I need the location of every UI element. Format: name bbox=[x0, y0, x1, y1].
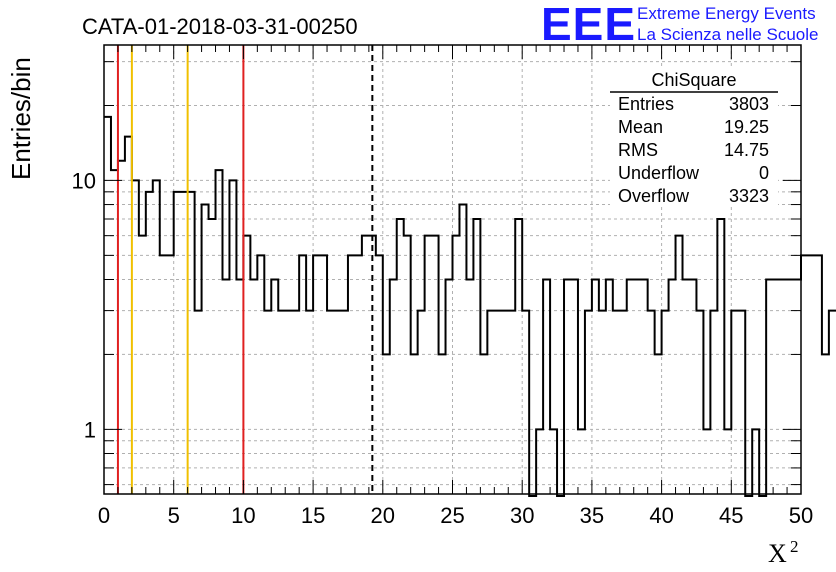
stats-row-value: 3803 bbox=[729, 94, 769, 114]
x-tick-label: 5 bbox=[168, 503, 180, 528]
y-tick-label: 1 bbox=[84, 417, 96, 442]
x-tick-label: 30 bbox=[510, 503, 534, 528]
x-axis-label: X 2 bbox=[768, 537, 799, 568]
logo-line-1: Extreme Energy Events bbox=[637, 4, 816, 23]
stats-row-label: RMS bbox=[618, 140, 658, 160]
y-tick-label: 10 bbox=[72, 168, 96, 193]
x-tick-label: 25 bbox=[440, 503, 464, 528]
eee-logo-mark: EEE bbox=[541, 0, 636, 50]
stats-box: ChiSquare Entries 3803 Mean 19.25 RMS 14.75 Un… bbox=[610, 66, 778, 206]
chart-title: CATA-01-2018-03-31-00250 bbox=[82, 14, 358, 39]
stats-box-title: ChiSquare bbox=[651, 70, 736, 90]
x-tick-label: 0 bbox=[98, 503, 110, 528]
stats-row-value: 0 bbox=[759, 163, 769, 183]
x-tick-label: 40 bbox=[649, 503, 673, 528]
x-tick-label: 50 bbox=[789, 503, 813, 528]
x-tick-label: 45 bbox=[719, 503, 743, 528]
stats-row-label: Mean bbox=[618, 117, 663, 137]
x-axis-label-main: X bbox=[768, 539, 787, 568]
stats-row-label: Overflow bbox=[618, 186, 690, 206]
stats-row-label: Underflow bbox=[618, 163, 700, 183]
x-tick-label: 20 bbox=[371, 503, 395, 528]
histogram-line bbox=[104, 115, 836, 497]
stats-box-rows: Entries 3803 Mean 19.25 RMS 14.75 Underflow 0 Ov… bbox=[618, 94, 769, 206]
stats-row-label: Entries bbox=[618, 94, 674, 114]
y-axis-label: Entries/bin bbox=[6, 57, 36, 180]
x-tick-label: 10 bbox=[231, 503, 255, 528]
stats-row-value: 3323 bbox=[729, 186, 769, 206]
stats-row-value: 14.75 bbox=[724, 140, 769, 160]
x-tick-label: 15 bbox=[301, 503, 325, 528]
x-axis-label-superscript: 2 bbox=[790, 537, 799, 556]
plot-area: 0 5 10 15 20 25 30 35 40 45 50 1 10 bbox=[72, 44, 836, 528]
stats-row-value: 19.25 bbox=[724, 117, 769, 137]
x-tick-label: 35 bbox=[580, 503, 604, 528]
logo-line-2: La Scienza nelle Scuole bbox=[637, 25, 818, 44]
stats-box-background bbox=[610, 66, 778, 206]
